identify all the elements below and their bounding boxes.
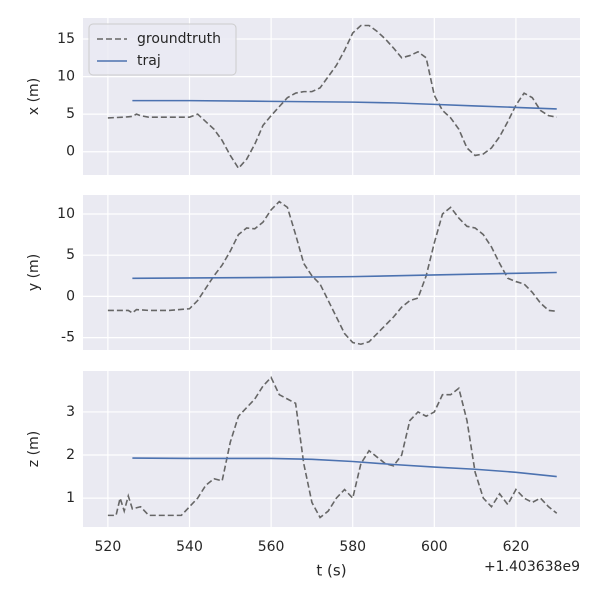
y-axis-label: x (m) [26,78,42,115]
x-tick-label: 560 [258,539,285,555]
plot-area [83,195,580,350]
y-tick-label: 0 [66,288,75,304]
y-tick-label: 2 [66,447,75,463]
y-tick-label: 5 [66,106,75,122]
legend-box [88,23,237,76]
y-axis-label: z (m) [26,431,42,467]
y-tick-label: 10 [57,206,75,222]
x-tick-label: 540 [176,539,203,555]
y-tick-label: 15 [57,31,75,47]
x-offset-label: +1.403638e9 [484,559,580,575]
series-line [132,457,557,478]
y-axis-label: y (m) [26,254,42,291]
series-line [132,271,557,280]
series-line [132,99,557,110]
series-line [107,376,558,519]
y-tick-label: 0 [66,144,75,160]
x-tick-label: 600 [421,539,448,555]
x-axis-label: t (s) [316,562,346,580]
y-tick-label: 3 [66,404,75,420]
y-tick-label: -5 [61,330,75,346]
y-tick-label: 5 [66,247,75,263]
x-tick-label: 580 [339,539,366,555]
legend-label: traj [137,53,161,69]
x-tick-label: 520 [95,539,122,555]
x-tick-label: 620 [503,539,530,555]
series-line [107,200,557,346]
plot-area [83,371,580,527]
y-tick-label: 10 [57,69,75,85]
legend-label: groundtruth [137,31,221,47]
series-line [107,24,557,170]
y-tick-label: 1 [66,490,75,506]
